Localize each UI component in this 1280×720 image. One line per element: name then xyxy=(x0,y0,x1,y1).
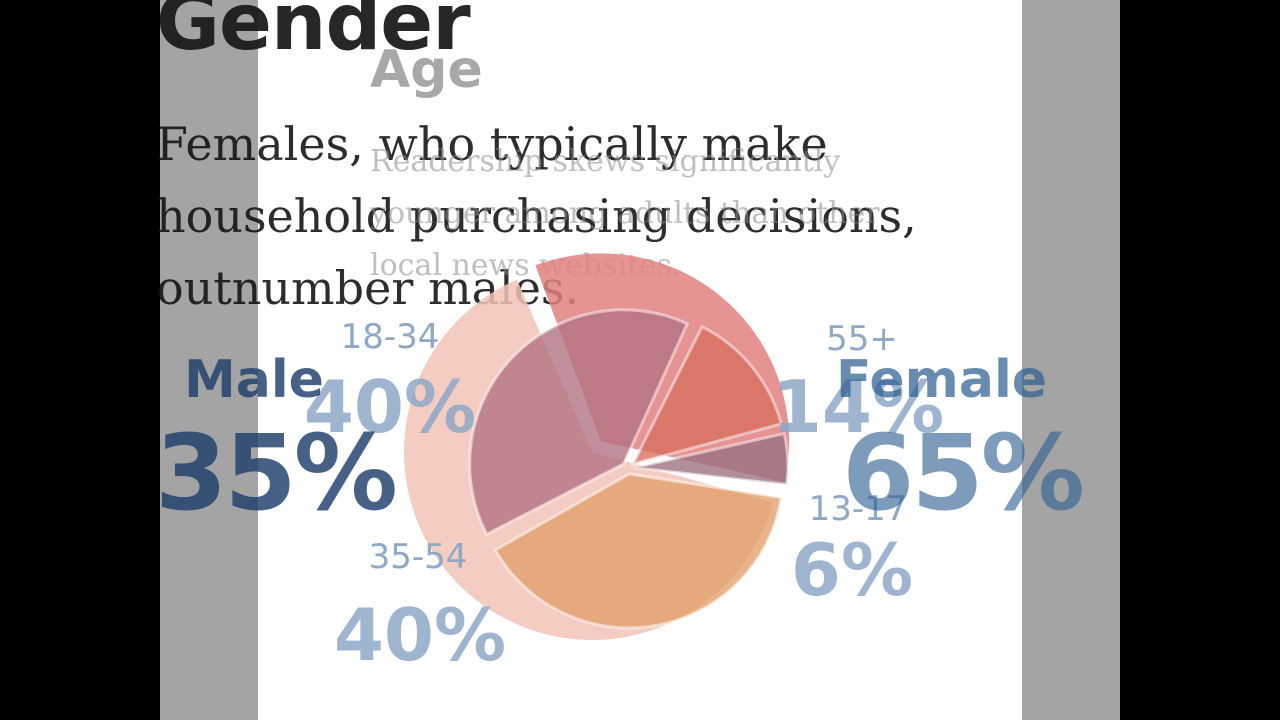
age-pie-labels: 13-176% 18-34 40% 35-54 40% 55+ 14% xyxy=(304,317,944,677)
letterbox-left xyxy=(0,0,160,720)
male-label: Male xyxy=(184,350,324,410)
age-value-label-35-54: 40% xyxy=(334,593,506,677)
age-slice-18-34 xyxy=(493,472,784,630)
female-label: Female xyxy=(836,350,1048,410)
age-value-label-13-17: 6% xyxy=(791,528,913,612)
age-category-label-18-34: 18-34 xyxy=(341,317,440,357)
age-value-label-55: 14% xyxy=(772,365,944,449)
age-slide-subtitle: Readership skews significantly younger a… xyxy=(370,144,880,283)
age-category-label-55: 55+ xyxy=(826,319,898,359)
gender-slide-subtitle: Females, who typically make household pu… xyxy=(156,117,917,315)
age-value-label-18-34: 40% xyxy=(304,365,476,449)
age-slice-35-54 xyxy=(468,308,690,537)
male-percentage: 35% xyxy=(155,412,398,534)
age-category-label-35-54: 35-54 xyxy=(369,537,468,577)
age-slice-13-17 xyxy=(633,431,790,487)
age-pie xyxy=(468,308,790,630)
age-slice-55 xyxy=(629,324,784,467)
female-percentage: 65% xyxy=(842,412,1085,534)
age-category-label-13-17: 13-17 xyxy=(809,489,908,529)
age-slide-title: Age xyxy=(370,40,483,100)
gender-slide-title: Gender xyxy=(156,0,471,68)
letterbox-right xyxy=(1120,0,1280,720)
